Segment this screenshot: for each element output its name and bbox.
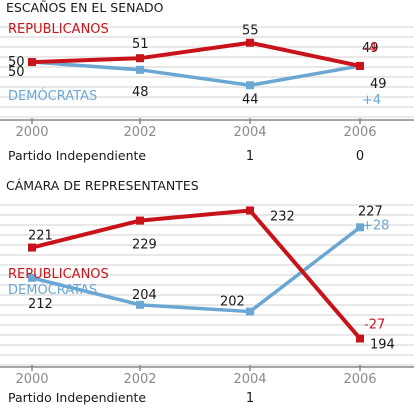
panel2-democratas-data-label: 202	[220, 295, 245, 310]
panel2-legend-democratas: DEMÓCRATAS	[8, 282, 97, 298]
panel1-democratas-data-label: 44	[242, 92, 259, 107]
panel2-series-republicanos-point	[356, 334, 364, 343]
panel2-x-tick-label: 2000	[15, 372, 48, 387]
panel2-democratas-data-label: 204	[132, 288, 157, 303]
panel2-series-democratas-line	[31, 225, 362, 314]
panel2-republicanos-data-label: 232	[270, 209, 295, 224]
panel2-republicanos-data-label: 221	[28, 229, 53, 244]
panel1-series-republicanos-point	[246, 38, 254, 47]
panel1-x-tick-label: 2004	[233, 125, 266, 140]
panel2-democratas-data-label: 212	[28, 297, 53, 312]
panel1-series-republicanos-point	[28, 58, 36, 67]
panel2-series-democratas-point	[246, 307, 254, 316]
panel1-republicanos-data-label: 50	[8, 55, 25, 70]
panel2-series-republicanos-line	[31, 208, 362, 340]
panel2-series-republicanos-point	[246, 206, 254, 215]
panel1-series-republicanos-point	[136, 54, 144, 63]
panel2-democratas-data-label: 227	[358, 204, 383, 219]
panel1-republicanos-change-label: -4	[364, 41, 377, 56]
panel1-democratas-data-label: 50	[8, 65, 25, 80]
panel2-independent-value: 1	[246, 391, 254, 406]
panel1-series-republicanos-point	[356, 61, 364, 70]
panel1-democratas-data-label: 49	[370, 77, 387, 92]
panel2-series-democratas-point	[136, 300, 144, 309]
panel1-legend-democratas: DEMÓCRATAS	[8, 88, 97, 104]
panel1-independent-value: 0	[356, 149, 364, 164]
panel1-x-tick-label: 2002	[123, 125, 156, 140]
panel2-x-tick-label: 2006	[343, 372, 376, 387]
panel1-series-democratas-point	[246, 81, 254, 90]
panel2-series-democratas-point	[356, 223, 364, 232]
panel2-series-republicanos-point	[28, 243, 36, 252]
panel2-x-tick-label: 2002	[123, 372, 156, 387]
panel2-republicanos-change-label: -27	[364, 318, 385, 333]
panel2-republicanos-data-label: 229	[132, 238, 157, 253]
panel1-democratas-data-label: 48	[132, 85, 149, 100]
panel1-independent-label: Partido Independiente	[8, 148, 146, 163]
panel2-republicanos-data-label: 194	[370, 338, 395, 353]
panel2-series-republicanos-point	[136, 216, 144, 225]
panel1-title: ESCAÑOS EN EL SENADO	[6, 0, 164, 15]
panel1-republicanos-data-label: 55	[242, 24, 259, 39]
panel1-series-democratas-point	[136, 65, 144, 74]
panel1-democratas-change-label: +4	[362, 93, 381, 108]
panel2-x-tick-label: 2004	[233, 372, 266, 387]
panel1-series-republicanos-line	[31, 40, 361, 68]
panel1-legend-republicanos: REPUBLICANOS	[8, 22, 109, 37]
panel2-democratas-change-label: +28	[362, 218, 389, 233]
panel1-republicanos-data-label: 49	[362, 41, 379, 56]
panel2-legend-republicanos: REPUBLICANOS	[8, 267, 109, 282]
panel1-republicanos-data-label: 51	[132, 37, 149, 52]
panel1-x-tick-label: 2006	[343, 125, 376, 140]
panel1-independent-value: 1	[246, 149, 254, 164]
panel2-series-democratas-point	[28, 273, 36, 282]
panel1-series-democratas-line	[31, 60, 361, 88]
panel2-independent-label: Partido Independiente	[8, 390, 146, 405]
panel2-title: CÁMARA DE REPRESENTANTES	[6, 178, 199, 193]
panel1-x-tick-label: 2000	[15, 125, 48, 140]
